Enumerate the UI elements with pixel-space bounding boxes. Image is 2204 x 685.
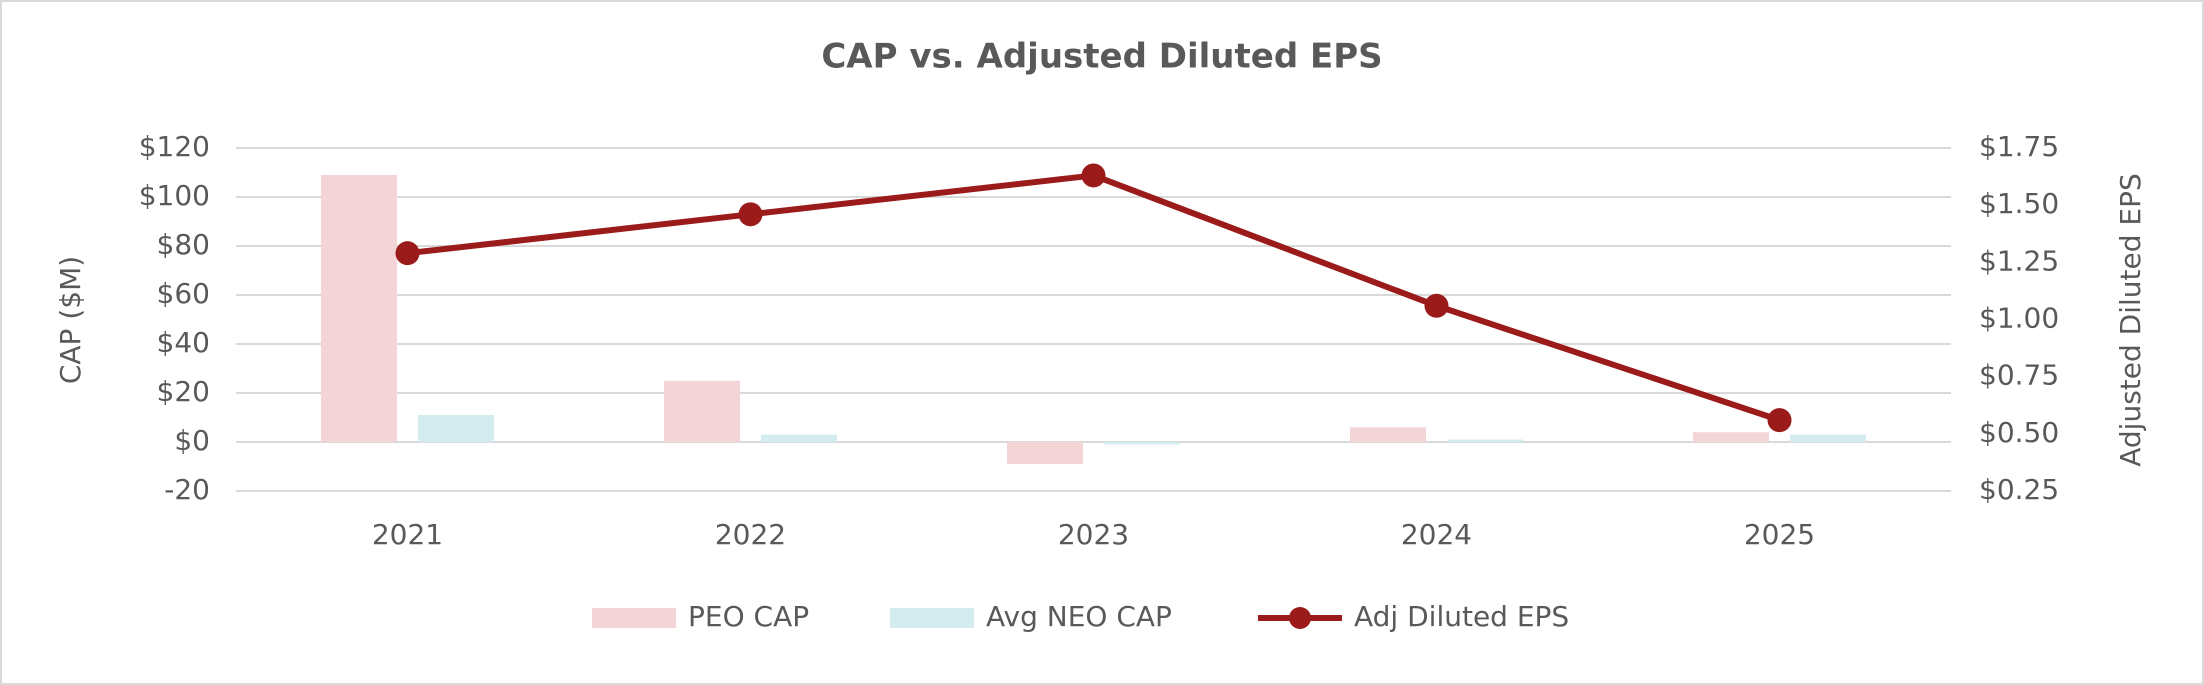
legend-label: PEO CAP <box>688 600 809 633</box>
x-tick-label: 2024 <box>1401 518 1472 551</box>
y-axis-label: CAP ($M) <box>54 256 87 384</box>
y2-axis-label: Adjusted Diluted EPS <box>2114 173 2147 467</box>
x-tick-label: 2023 <box>1058 518 1129 551</box>
line-point <box>1081 163 1106 188</box>
line-point <box>738 202 763 227</box>
y2-tick-label: $1.00 <box>1979 302 2059 335</box>
bar <box>664 380 740 442</box>
y2-tick-label: $0.75 <box>1979 359 2059 392</box>
y-tick-label: $120 <box>139 130 210 163</box>
line-point <box>1767 408 1792 433</box>
chart-title: CAP vs. Adjusted Diluted EPS <box>821 37 1382 77</box>
y-tick-label: $80 <box>157 228 210 261</box>
y-tick-label: $20 <box>157 375 210 408</box>
x-tick-label: 2022 <box>715 518 786 551</box>
bar <box>1693 432 1769 442</box>
y2-tick-label: $0.50 <box>1979 416 2059 449</box>
y2-tick-label: $1.25 <box>1979 244 2059 277</box>
bar <box>321 174 397 442</box>
bar <box>1447 439 1523 442</box>
bar <box>1104 442 1180 445</box>
y2-tick-label: $0.25 <box>1979 473 2059 506</box>
legend-swatch <box>592 608 676 628</box>
y-tick-label: $40 <box>157 326 210 359</box>
y-tick-label: $0 <box>174 424 210 457</box>
legend-swatch <box>1289 607 1311 629</box>
y2-tick-label: $1.50 <box>1979 187 2059 220</box>
y-tick-label: $60 <box>157 277 210 310</box>
bar <box>1350 427 1426 442</box>
bar <box>418 415 494 442</box>
line-point <box>395 241 420 266</box>
y2-tick-label: $1.75 <box>1979 130 2059 163</box>
x-tick-label: 2025 <box>1744 518 1815 551</box>
legend-swatch <box>890 608 974 628</box>
bar <box>1790 434 1866 442</box>
legend-label: Adj Diluted EPS <box>1354 600 1569 633</box>
bar <box>761 434 837 442</box>
x-tick-label: 2021 <box>372 518 443 551</box>
y-tick-label: -20 <box>164 473 210 506</box>
bar <box>1007 442 1083 465</box>
legend-label: Avg NEO CAP <box>986 600 1172 633</box>
y-tick-label: $100 <box>139 179 210 212</box>
line-point <box>1424 293 1449 318</box>
